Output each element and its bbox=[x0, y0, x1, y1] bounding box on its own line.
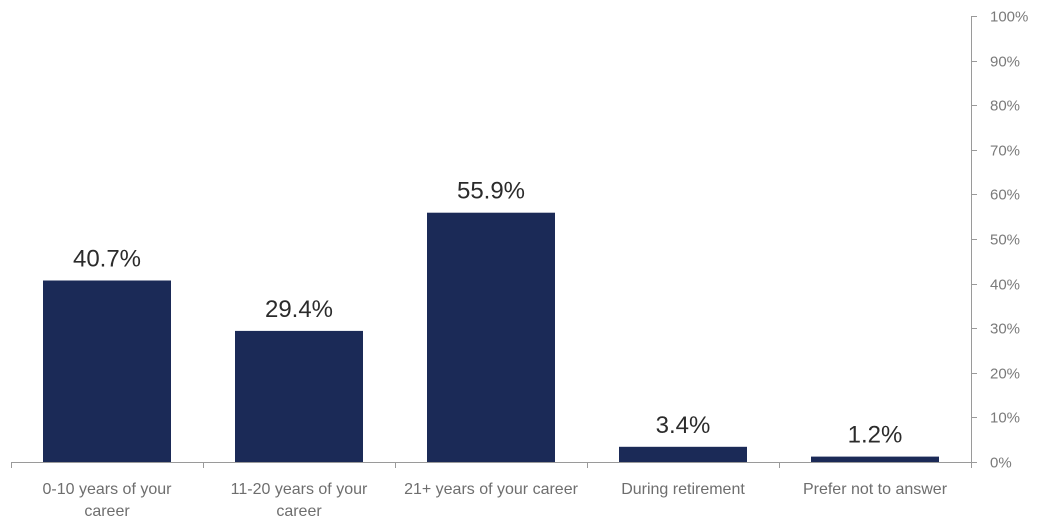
data-labels-group: 40.7% 29.4% 55.9% 3.4% 1.2% bbox=[73, 178, 902, 449]
data-label-0: 40.7% bbox=[73, 246, 141, 273]
y-tick-label-0: 0% bbox=[990, 455, 1012, 472]
x-axis-ticks bbox=[11, 462, 972, 468]
y-tick-label-8: 80% bbox=[990, 98, 1020, 115]
category-label-4-line-0: Prefer not to answer bbox=[803, 481, 948, 498]
category-labels: 0-10 years of your career 11-20 years of y… bbox=[43, 481, 948, 520]
y-tick-label-7: 70% bbox=[990, 143, 1020, 160]
y-axis-tick-labels: 0% 10% 20% 30% 40% 50% 60% 70% 80% 90% 100% bbox=[990, 9, 1028, 472]
bar-2 bbox=[427, 212, 555, 462]
y-tick-label-6: 60% bbox=[990, 187, 1020, 204]
data-label-2: 55.9% bbox=[457, 178, 525, 205]
y-tick-label-2: 20% bbox=[990, 366, 1020, 383]
category-label-0-line-1: career bbox=[84, 503, 130, 520]
y-tick-label-1: 10% bbox=[990, 410, 1020, 427]
y-tick-label-9: 90% bbox=[990, 54, 1020, 71]
category-label-3-line-0: During retirement bbox=[621, 481, 745, 498]
data-label-3: 3.4% bbox=[656, 412, 711, 439]
bar-1 bbox=[235, 330, 363, 462]
category-label-1-line-1: career bbox=[276, 503, 322, 520]
y-tick-label-10: 100% bbox=[990, 9, 1028, 26]
data-label-4: 1.2% bbox=[848, 422, 903, 449]
y-tick-label-3: 30% bbox=[990, 321, 1020, 338]
data-label-1: 29.4% bbox=[265, 296, 333, 323]
category-label-1-line-0: 11-20 years of your bbox=[231, 481, 368, 498]
category-label-0-line-0: 0-10 years of your bbox=[43, 481, 173, 498]
bar-0 bbox=[43, 280, 171, 462]
y-axis-ticks bbox=[971, 16, 977, 463]
category-label-2-line-0: 21+ years of your career bbox=[404, 481, 579, 498]
bar-4 bbox=[811, 456, 939, 462]
bars-group bbox=[43, 212, 939, 462]
bar-3 bbox=[619, 446, 747, 462]
y-tick-label-5: 50% bbox=[990, 232, 1020, 249]
y-tick-label-4: 40% bbox=[990, 277, 1020, 294]
